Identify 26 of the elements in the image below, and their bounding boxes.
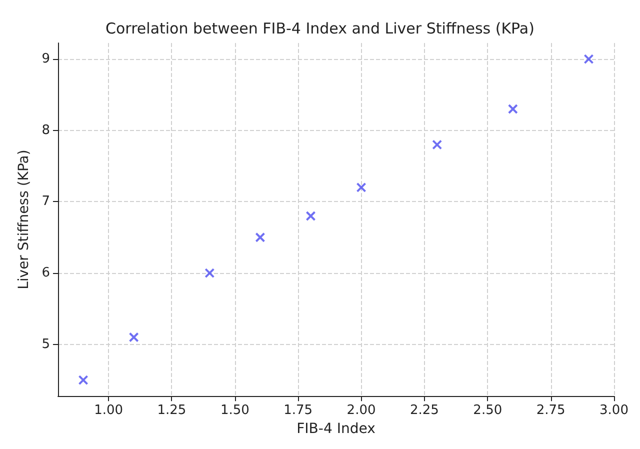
point [128, 332, 139, 342]
x-tick-label: 2.00 [346, 403, 376, 418]
point [584, 54, 594, 64]
x-tick-label: 1.00 [94, 403, 124, 418]
y-tick-label: 6 [42, 266, 50, 281]
point [78, 375, 88, 386]
point [432, 140, 442, 150]
y-tick-label: 9 [42, 52, 50, 67]
point [508, 104, 518, 114]
y-tick-label: 7 [42, 194, 50, 210]
y-tick-label: 5 [42, 336, 50, 352]
point [255, 232, 266, 242]
x-axis-title: FIB-4 Index [296, 421, 376, 437]
x-tick-label: 1.50 [220, 403, 250, 418]
x-tick-label: 1.25 [157, 403, 186, 418]
chart-title: Correlation between FIB-4 Index and Liver Stiffness (KPa) [106, 20, 534, 38]
point [204, 268, 215, 278]
y-axis-title: Liver Stiffness (KPa) [16, 150, 32, 290]
x-tick-label: 3.00 [600, 403, 628, 418]
x-tick-label: 2.25 [410, 403, 439, 418]
x-tick-label: 2.75 [536, 403, 566, 418]
x-tick-label: 1.75 [284, 403, 313, 418]
point [306, 210, 316, 221]
y-tick-label: 8 [42, 122, 50, 138]
x-tick-label: 2.50 [473, 403, 502, 418]
point [356, 182, 366, 192]
